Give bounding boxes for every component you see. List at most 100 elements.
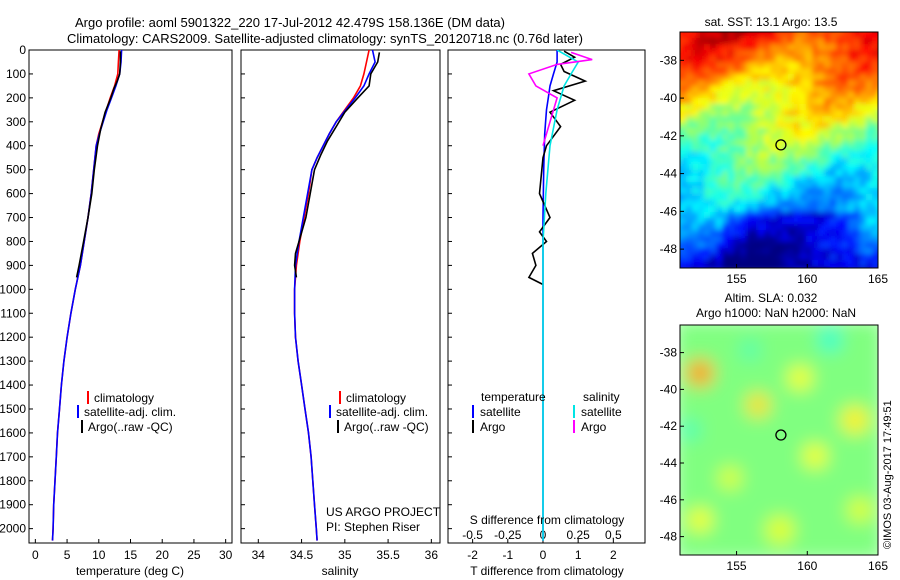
sst-cell	[782, 98, 788, 104]
sst-cell	[770, 44, 776, 50]
sst-cell	[746, 266, 752, 268]
map-y-tick-label: -48	[660, 242, 678, 256]
sst-cell	[800, 158, 806, 164]
sst-cell	[740, 32, 746, 38]
sst-cell	[782, 62, 788, 68]
sst-cell	[746, 74, 752, 80]
sst-cell	[854, 200, 860, 206]
sst-cell	[800, 194, 806, 200]
sst-cell	[812, 128, 818, 134]
sst-cell	[860, 200, 866, 206]
sla-blob	[740, 340, 760, 360]
sst-cell	[806, 230, 812, 236]
sst-cell	[824, 236, 830, 242]
depth-tick-label: 0	[19, 43, 26, 57]
sst-cell	[842, 50, 848, 56]
sst-cell	[722, 224, 728, 230]
sst-cell	[854, 152, 860, 158]
sst-cell	[782, 176, 788, 182]
sst-cell	[740, 236, 746, 242]
sst-cell	[788, 230, 794, 236]
sst-cell	[836, 140, 842, 146]
sst-cell	[866, 158, 872, 164]
sst-cell	[698, 74, 704, 80]
sst-cell	[734, 38, 740, 44]
sst-cell	[758, 206, 764, 212]
sst-cell	[860, 92, 866, 98]
sst-cell	[680, 68, 686, 74]
sst-cell	[818, 188, 824, 194]
sst-cell	[812, 200, 818, 206]
sst-cell	[716, 116, 722, 122]
sst-cell	[872, 32, 878, 38]
sst-cell	[680, 50, 686, 56]
sst-cell	[854, 182, 860, 188]
sst-cell	[692, 44, 698, 50]
sst-cell	[698, 188, 704, 194]
sst-cell	[746, 236, 752, 242]
sst-cell	[824, 110, 830, 116]
sst-cell	[710, 218, 716, 224]
sst-cell	[770, 176, 776, 182]
sst-cell	[740, 230, 746, 236]
sst-cell	[800, 44, 806, 50]
sst-cell	[746, 218, 752, 224]
depth-tick-label: 800	[6, 234, 26, 248]
sst-cell	[866, 254, 872, 260]
sst-cell	[686, 104, 692, 110]
sst-cell	[866, 32, 872, 38]
sst-cell	[866, 224, 872, 230]
sst-cell	[812, 86, 818, 92]
sst-cell	[716, 74, 722, 80]
sst-cell	[842, 170, 848, 176]
sst-cell	[698, 254, 704, 260]
sst-cell	[866, 80, 872, 86]
sst-cell	[752, 194, 758, 200]
sst-cell	[794, 86, 800, 92]
sst-cell	[740, 116, 746, 122]
sst-cell	[686, 122, 692, 128]
sst-cell	[800, 188, 806, 194]
sst-cell	[692, 116, 698, 122]
sst-cell	[842, 62, 848, 68]
sst-cell	[692, 104, 698, 110]
sst-cell	[692, 188, 698, 194]
sst-cell	[686, 266, 692, 268]
sst-cell	[764, 92, 770, 98]
sst-cell	[716, 32, 722, 38]
sst-cell	[788, 38, 794, 44]
sst-cell	[734, 254, 740, 260]
sst-cell	[728, 242, 734, 248]
sla-blob	[766, 516, 794, 544]
sst-cell	[746, 104, 752, 110]
sst-cell	[878, 146, 884, 152]
sst-cell	[878, 98, 884, 104]
sst-cell	[710, 266, 716, 268]
sst-cell	[800, 254, 806, 260]
sst-cell	[758, 122, 764, 128]
sst-cell	[830, 116, 836, 122]
sst-cell	[800, 104, 806, 110]
sst-cell	[746, 212, 752, 218]
sst-cell	[818, 236, 824, 242]
sst-cell	[800, 38, 806, 44]
sst-cell	[878, 110, 884, 116]
sst-cell	[740, 110, 746, 116]
sst-cell	[878, 86, 884, 92]
sst-cell	[692, 122, 698, 128]
sst-cell	[764, 32, 770, 38]
sst-cell	[830, 200, 836, 206]
sst-cell	[788, 56, 794, 62]
sst-cell	[818, 38, 824, 44]
sst-cell	[734, 74, 740, 80]
sst-cell	[878, 80, 884, 86]
sst-cell	[734, 62, 740, 68]
sst-cell	[812, 164, 818, 170]
sst-cell	[758, 158, 764, 164]
sst-cell	[872, 146, 878, 152]
sst-cell	[758, 38, 764, 44]
sst-cell	[776, 104, 782, 110]
sst-cell	[878, 242, 884, 248]
sst-cell	[734, 242, 740, 248]
sst-cell	[704, 188, 710, 194]
